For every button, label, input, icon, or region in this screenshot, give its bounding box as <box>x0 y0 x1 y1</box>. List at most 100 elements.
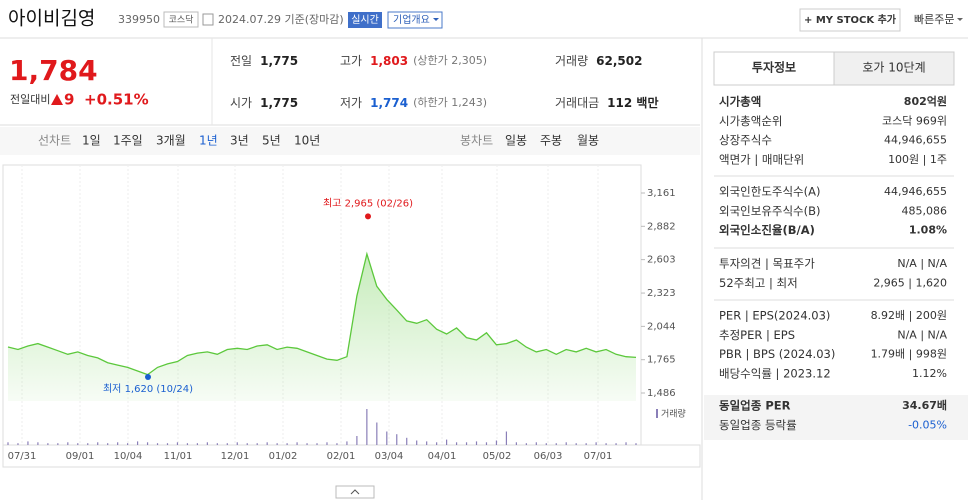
volume-bar <box>196 443 198 445</box>
volume-bar <box>565 442 567 445</box>
volume-bar <box>475 441 478 445</box>
x-tick-label: 10/04 <box>114 451 143 462</box>
realtime[interactable]: 실시간 <box>351 14 379 26</box>
volume-bar <box>505 431 508 445</box>
overview-button[interactable] <box>387 11 443 29</box>
period-tab[interactable]: 1년 <box>199 134 218 148</box>
price-line <box>7 251 637 376</box>
tab-bar <box>0 127 700 155</box>
volume-bar <box>226 443 228 445</box>
volume-bar <box>136 441 139 445</box>
summary-label: 저가 <box>340 96 362 110</box>
volume-bar <box>605 443 607 445</box>
info-label: 투자의견 | 목표주가 <box>719 257 815 271</box>
dropdown-arrow <box>433 18 439 21</box>
info-label: PBR | BPS (2024.03) <box>719 347 835 361</box>
date: 2024.07.29 기준(장마감) <box>218 13 344 26</box>
volume-bar <box>585 443 587 445</box>
volume-bar <box>316 443 318 445</box>
volume-bar <box>635 443 637 445</box>
info-value: 2,965 | 1,620 <box>873 276 947 289</box>
summary-label: 거래량 <box>555 54 588 68</box>
x-tick-label: 12/01 <box>221 451 250 462</box>
summary-value: 112 백만 <box>607 95 658 110</box>
candle-tab[interactable]: 일봉 <box>505 134 527 148</box>
stock-code: 339950 <box>118 13 160 26</box>
volume-bar <box>615 443 617 445</box>
period-tab[interactable]: 10년 <box>294 134 320 148</box>
collapse-button[interactable] <box>335 485 375 499</box>
volume-legend-swatch <box>656 409 658 418</box>
volume-bar <box>336 443 338 445</box>
stock-name: 아이비김영 <box>8 8 95 30</box>
market: 코스닥 <box>169 15 194 26</box>
info-label: 외국인보유주식수(B) <box>719 204 821 218</box>
summary-extra: (상한가 2,305) <box>413 54 487 67</box>
info-value: 802억원 <box>904 94 947 108</box>
volume-bar <box>625 442 627 445</box>
volume-bar <box>595 442 597 445</box>
summary-value: 1,775 <box>260 96 298 110</box>
date-axis <box>2 444 701 468</box>
volume-bar <box>525 443 527 445</box>
volume-bar <box>256 443 258 445</box>
x-tick-label: 09/01 <box>66 451 95 462</box>
change-label: 전일대비 <box>10 92 50 106</box>
change: 9 <box>64 91 74 109</box>
info-value: 코스닥 969위 <box>882 114 947 127</box>
volume-bar <box>17 443 19 445</box>
volume-bar <box>67 442 69 445</box>
info-value: 34.67배 <box>902 398 947 412</box>
x-tick-label: 05/02 <box>483 451 512 462</box>
x-tick-label: 11/01 <box>164 451 193 462</box>
x-tick-label: 03/04 <box>375 451 404 462</box>
change-rate: +0.51% <box>84 91 149 109</box>
price-area <box>8 254 636 401</box>
volume-bar <box>436 442 438 445</box>
active-tab[interactable] <box>713 51 835 86</box>
volume-bar <box>376 422 378 445</box>
tab-group-label: 봉차트 <box>460 134 493 148</box>
summary-label: 거래대금 <box>555 96 599 110</box>
realtime-button[interactable] <box>348 12 382 28</box>
quick-order[interactable]: 빠른주문 <box>914 13 954 26</box>
candle-tab[interactable]: 월봉 <box>577 134 599 148</box>
volume-bar <box>127 443 129 445</box>
overview[interactable]: 기업개요 <box>393 13 430 26</box>
volume-bar <box>515 442 517 445</box>
period-tab[interactable]: 3개월 <box>156 134 186 148</box>
info-tab[interactable]: 호가 10단계 <box>862 61 925 75</box>
summary-item: 저가 1,774 (하한가 1,243) <box>340 95 487 110</box>
info-value: 44,946,655 <box>884 185 947 198</box>
volume-bar <box>47 443 49 445</box>
period-tab[interactable]: 1주일 <box>113 134 143 148</box>
summary-item: 고가 1,803 (상한가 2,305) <box>340 54 487 68</box>
mystock-button[interactable] <box>799 8 901 32</box>
mystock[interactable]: + MY STOCK 추가 <box>804 13 897 26</box>
summary-value: 1,775 <box>260 54 298 68</box>
x-tick-label: 07/01 <box>584 451 613 462</box>
low-label: 최저 1,620 (10/24) <box>103 383 193 395</box>
y-tick-label: 2,603 <box>647 255 676 266</box>
x-tick-label: 04/01 <box>428 451 457 462</box>
summary-extra: (하한가 1,243) <box>413 95 487 109</box>
info-label: 상장주식수 <box>719 133 772 147</box>
high-label: 최고 2,965 (02/26) <box>323 197 413 209</box>
period-tab[interactable]: 5년 <box>262 134 281 148</box>
period-tab[interactable]: 3년 <box>230 134 249 148</box>
candle-tab[interactable]: 주봉 <box>540 134 562 148</box>
volume-bar <box>386 431 388 445</box>
summary-item: 거래대금 112 백만 <box>555 95 658 110</box>
period-tab[interactable]: 1일 <box>82 134 101 148</box>
volume-bar <box>366 409 368 445</box>
y-tick-label: 2,882 <box>647 221 676 232</box>
info-value: 485,086 <box>902 204 948 217</box>
info-label: 외국인한도주식수(A) <box>719 185 820 199</box>
info-label: 외국인소진율(B/A) <box>719 223 815 237</box>
info-value: 1.12% <box>912 367 947 380</box>
volume-bar <box>485 442 488 445</box>
volume-bar <box>575 443 577 445</box>
info-tab[interactable]: 투자정보 <box>752 60 796 75</box>
volume-bar <box>246 443 248 445</box>
